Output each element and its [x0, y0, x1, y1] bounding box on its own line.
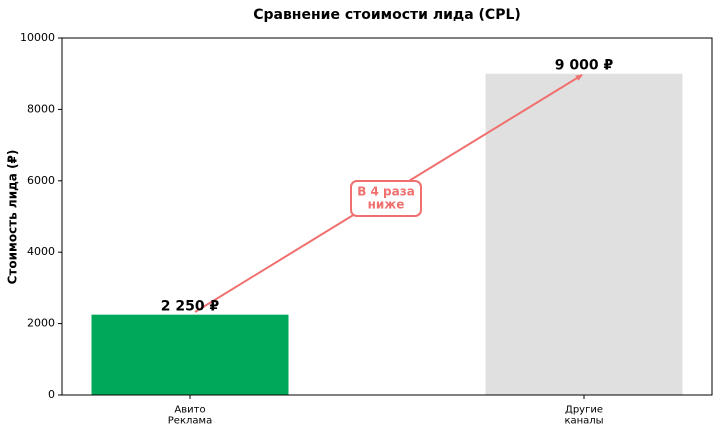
annotation: В 4 раза ниже	[357, 184, 415, 211]
bar	[91, 314, 289, 395]
x-tick-label: Авито Реклама	[168, 405, 212, 427]
y-tick-label: 0	[48, 388, 55, 401]
annotation-box	[350, 180, 422, 217]
y-tick-label: 6000	[27, 174, 55, 187]
plot-frame	[61, 37, 713, 396]
y-tick-label: 4000	[27, 245, 55, 258]
value-label: 9 000 ₽	[555, 58, 614, 74]
y-tick-label: 10000	[20, 31, 55, 44]
x-tick-label: Другие каналы	[564, 405, 603, 427]
y-axis-label: Стоимость лида (₽)	[6, 150, 20, 285]
value-label: 2 250 ₽	[161, 299, 220, 315]
y-tick-label: 2000	[27, 317, 55, 330]
y-tick-label: 8000	[27, 102, 55, 115]
bar	[485, 73, 683, 395]
chart-title: Сравнение стоимости лида (CPL)	[253, 7, 521, 23]
